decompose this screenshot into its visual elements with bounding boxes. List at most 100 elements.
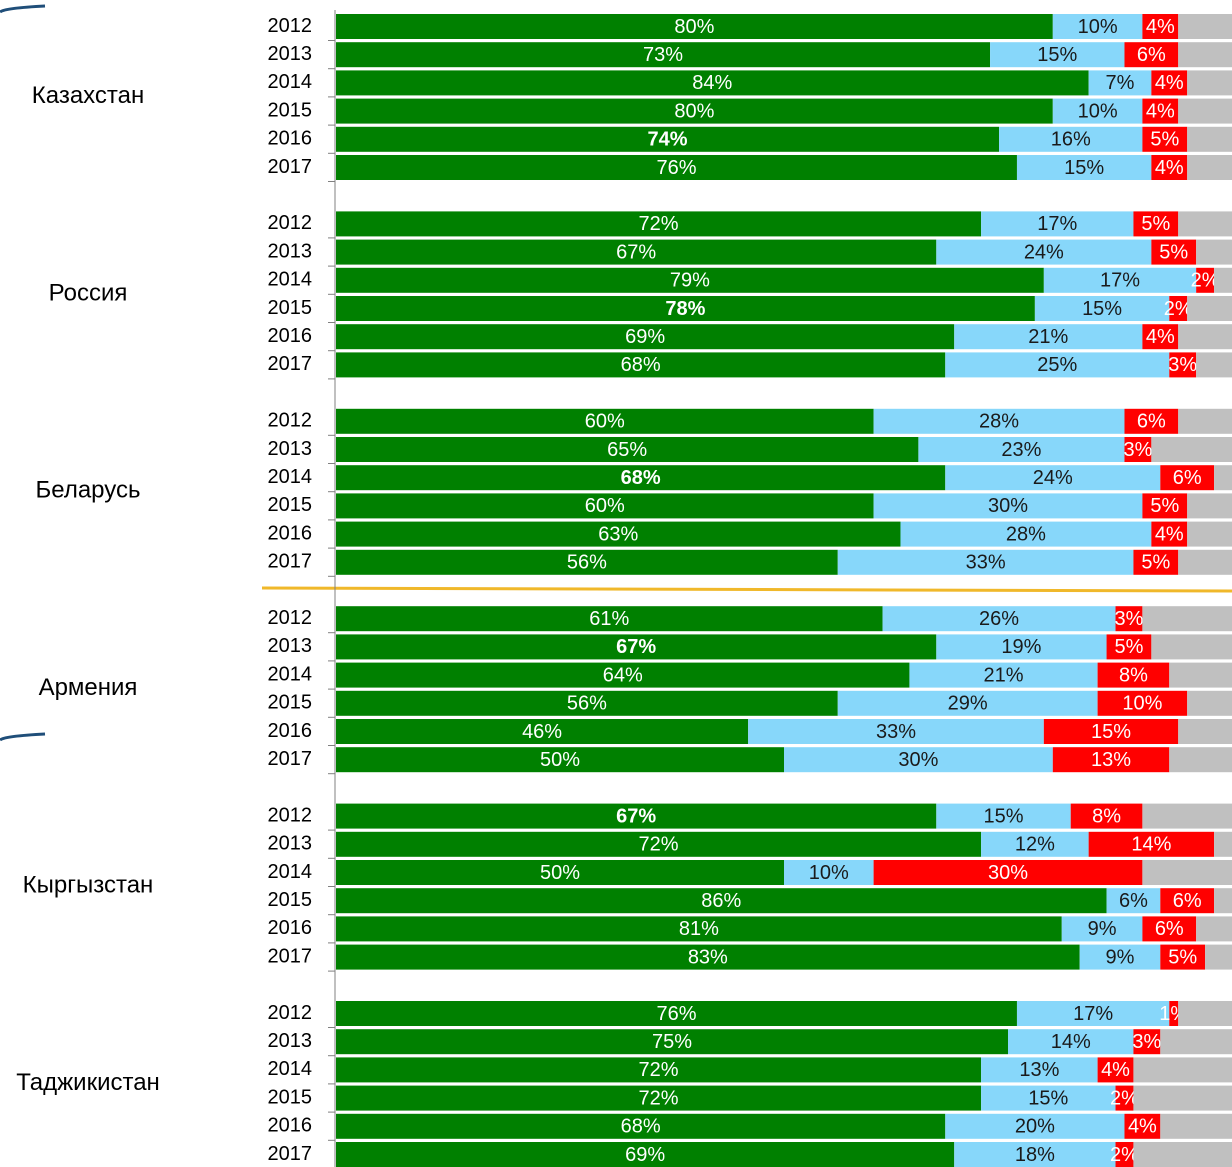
data-label: 9% [1106,946,1135,968]
data-label: 69% [625,326,665,348]
bar-segment [336,211,982,237]
bar-segment [1196,239,1232,265]
bar-segment [336,606,883,632]
bar-segment [336,42,991,68]
group-label: Армения [39,674,138,701]
bar-segment [336,1001,1017,1026]
bar-segment [936,803,1071,829]
bar-segment [1142,493,1188,519]
bar-segment [336,98,1053,124]
bar-segment [1016,155,1152,180]
data-label: 15% [1064,157,1104,179]
bar-segment [981,1057,1098,1083]
bar-segment [336,239,937,265]
data-label: 5% [1159,241,1188,263]
bar-segment [1178,14,1232,39]
data-label: 4% [1128,1116,1157,1138]
data-label: 4% [1146,100,1175,122]
bar-segment [1187,296,1232,321]
bar-segment [1151,634,1232,660]
bar-segment [945,465,1161,491]
data-label: 5% [1141,213,1170,235]
y-tick-label: 2014 [268,269,313,291]
y-tick-label: 2013 [268,1030,313,1052]
bar-segment [1160,944,1206,970]
bar-segment [873,493,1143,519]
bar-segment [1124,42,1179,68]
data-label: 6% [1173,890,1202,912]
bar-segment [784,860,874,885]
data-label: 56% [567,693,607,715]
data-label: 76% [656,157,696,179]
data-label: 21% [1028,326,1068,348]
bar-segment [1043,267,1197,293]
bar-segment [1079,944,1161,970]
data-label: 24% [1033,467,1073,489]
bar-segment [336,944,1080,970]
y-tick-label: 2015 [268,297,313,319]
bar-segment [1052,747,1170,773]
bar-segment [336,549,838,575]
data-label: 4% [1146,326,1175,348]
data-label: 14% [1051,1031,1091,1053]
bar-segment [1214,888,1232,914]
data-label: 68% [621,354,661,376]
bar-segment [336,14,1053,39]
bar-segment [336,888,1107,914]
bar-segment [1160,465,1215,491]
data-label: 19% [1001,636,1041,658]
data-label: 2% [1191,270,1220,292]
y-tick-label: 2016 [268,720,313,742]
bar-segment [1106,888,1161,914]
data-label: 72% [639,834,679,856]
bar-segment [954,324,1143,350]
data-label: 3% [1132,1031,1161,1053]
bar-segment [1187,70,1232,96]
bar-segment [1142,14,1179,39]
data-label: 72% [639,1059,679,1081]
bar-segment [1151,155,1188,180]
data-label: 5% [1115,636,1144,658]
data-label: 9% [1088,918,1117,940]
bar-segment [1205,944,1232,970]
data-label: 29% [948,693,988,715]
bar-segment [918,437,1125,462]
data-label: 28% [1006,523,1046,545]
bar-segment [1133,549,1179,575]
data-label: 15% [1028,1087,1068,1109]
bar-segment [1151,521,1188,547]
y-tick-label: 2017 [268,1143,313,1165]
bar-segment [1142,860,1232,885]
bar-segment [1115,606,1143,632]
data-label: 2% [1110,1087,1139,1109]
data-label: 6% [1137,411,1166,433]
data-label: 60% [585,495,625,517]
bar-segment [336,296,1035,321]
data-label: 16% [1051,129,1091,151]
bar-segment [336,155,1017,180]
data-label: 15% [1037,44,1077,66]
bar-segment [1034,296,1170,321]
bar-segment [1169,352,1197,378]
bar-segment [873,408,1125,434]
bar-segment [1187,126,1232,152]
data-label: 75% [652,1031,692,1053]
group-label: Кыргызстан [23,872,154,899]
bar-segment [1088,831,1215,857]
y-tick-label: 2014 [268,466,313,488]
data-label: 15% [1091,721,1131,743]
group-label: Беларусь [36,477,141,504]
y-tick-label: 2016 [268,325,313,347]
bar-segment [1187,690,1232,716]
data-label: 80% [674,16,714,38]
data-label: 67% [616,805,656,827]
data-label: 3% [1168,354,1197,376]
data-label: 14% [1131,834,1171,856]
y-tick-label: 2014 [268,861,313,883]
bar-segment [981,831,1089,857]
bar-segment [336,719,749,744]
bar-segment [1178,549,1232,575]
data-label: 68% [621,1116,661,1138]
y-tick-label: 2016 [268,128,313,150]
